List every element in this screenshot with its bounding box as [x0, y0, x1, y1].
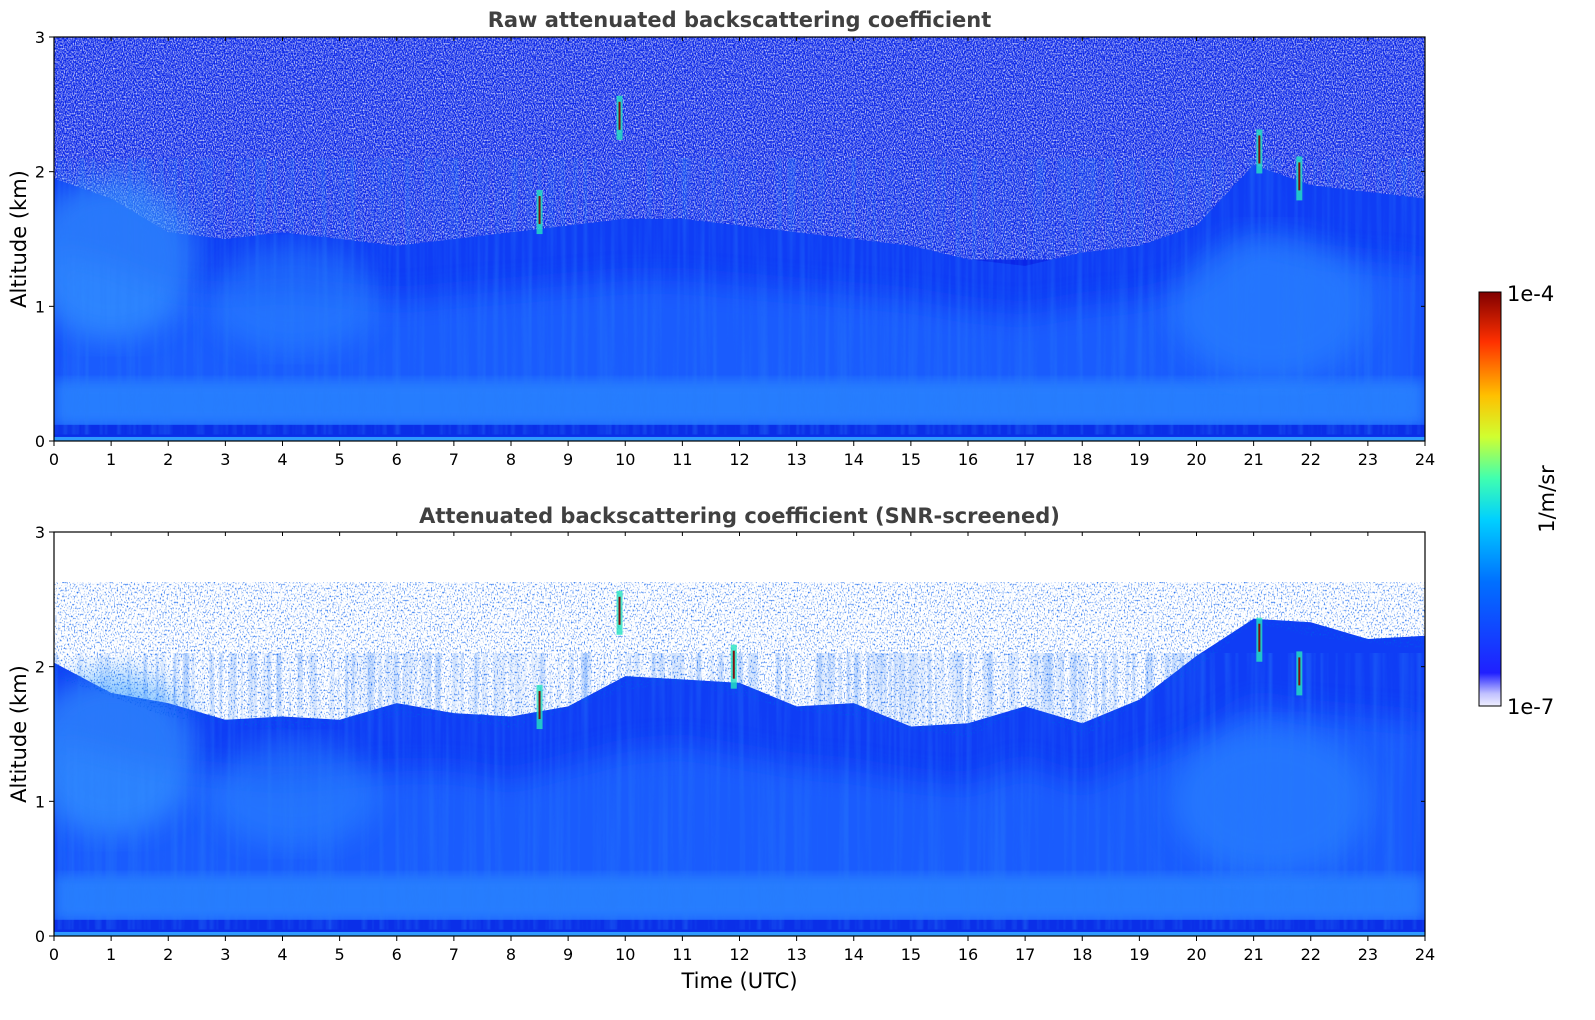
- x-tick-label: 20: [1186, 945, 1206, 964]
- panel-2: Attenuated backscattering coefficient (S…: [7, 504, 1435, 993]
- x-tick-label: 16: [958, 450, 978, 469]
- x-tick-label: 18: [1072, 945, 1092, 964]
- x-tick-label: 24: [1415, 450, 1435, 469]
- x-tick-label: 22: [1301, 450, 1321, 469]
- streak-texture: [54, 158, 1425, 435]
- x-tick-label: 0: [49, 450, 59, 469]
- colorbar-unit-label: 1/m/sr: [1535, 465, 1559, 533]
- feature-spike-core: [618, 101, 621, 130]
- x-tick-label: 16: [958, 945, 978, 964]
- x-tick-label: 23: [1358, 945, 1378, 964]
- x-tick-label: 8: [506, 450, 516, 469]
- y-tick-label: 1: [35, 792, 45, 811]
- y-tick-label: 0: [35, 432, 45, 451]
- feature-spike-core: [538, 196, 541, 225]
- colorbar-min-label: 1e-7: [1507, 695, 1554, 719]
- x-tick-label: 17: [1015, 945, 1035, 964]
- x-tick-label: 11: [672, 945, 692, 964]
- x-tick-label: 8: [506, 945, 516, 964]
- x-tick-label: 6: [392, 945, 402, 964]
- y-axis-label: Altitude (km): [7, 170, 31, 308]
- x-tick-label: 15: [901, 450, 921, 469]
- ground-band: [54, 436, 1425, 441]
- feature-spike-core: [1258, 135, 1261, 164]
- x-tick-label: 7: [449, 450, 459, 469]
- x-tick-label: 1: [106, 945, 116, 964]
- feature-spike-core: [538, 691, 541, 720]
- x-tick-label: 21: [1243, 945, 1263, 964]
- x-tick-label: 7: [449, 945, 459, 964]
- y-tick-label: 2: [35, 163, 45, 182]
- y-tick-label: 3: [35, 523, 45, 542]
- x-tick-label: 9: [563, 945, 573, 964]
- x-tick-label: 20: [1186, 450, 1206, 469]
- x-tick-label: 10: [615, 945, 635, 964]
- x-axis-label: Time (UTC): [680, 969, 797, 993]
- x-tick-label: 17: [1015, 450, 1035, 469]
- heatmap-area: [54, 532, 1425, 936]
- panels: Raw attenuated backscattering coefficien…: [7, 8, 1435, 993]
- x-tick-label: 3: [220, 945, 230, 964]
- x-tick-label: 6: [392, 450, 402, 469]
- colorbar-gradient: [1478, 291, 1502, 707]
- x-tick-label: 2: [163, 945, 173, 964]
- panel-title: Attenuated backscattering coefficient (S…: [419, 504, 1060, 528]
- x-tick-label: 19: [1129, 450, 1149, 469]
- y-axis-label: Altitude (km): [7, 665, 31, 803]
- x-tick-label: 13: [786, 450, 806, 469]
- x-tick-label: 9: [563, 450, 573, 469]
- x-tick-label: 5: [335, 945, 345, 964]
- feature-spike-core: [1298, 162, 1301, 191]
- x-tick-label: 19: [1129, 945, 1149, 964]
- x-tick-label: 12: [729, 945, 749, 964]
- x-tick-label: 23: [1358, 450, 1378, 469]
- x-tick-label: 18: [1072, 450, 1092, 469]
- x-tick-label: 4: [277, 945, 287, 964]
- feature-spike-core: [1258, 623, 1261, 652]
- x-tick-label: 14: [844, 450, 864, 469]
- x-tick-label: 13: [786, 945, 806, 964]
- x-tick-label: 24: [1415, 945, 1435, 964]
- colorbar: 1e-4 1e-7 1/m/sr: [1478, 282, 1559, 719]
- x-tick-label: 14: [844, 945, 864, 964]
- x-tick-label: 12: [729, 450, 749, 469]
- y-tick-label: 3: [35, 28, 45, 47]
- feature-spike-core: [1298, 657, 1301, 686]
- x-tick-label: 21: [1243, 450, 1263, 469]
- x-tick-label: 4: [277, 450, 287, 469]
- x-tick-label: 0: [49, 945, 59, 964]
- panel-1: Raw attenuated backscattering coefficien…: [7, 8, 1435, 469]
- x-tick-label: 22: [1301, 945, 1321, 964]
- colorbar-max-label: 1e-4: [1507, 282, 1554, 306]
- x-tick-label: 10: [615, 450, 635, 469]
- x-tick-label: 5: [335, 450, 345, 469]
- x-tick-label: 15: [901, 945, 921, 964]
- x-tick-label: 2: [163, 450, 173, 469]
- x-tick-label: 1: [106, 450, 116, 469]
- feature-spike-core: [618, 596, 621, 625]
- ground-band: [54, 931, 1425, 936]
- feature-spike-core: [732, 650, 735, 679]
- y-tick-label: 1: [35, 297, 45, 316]
- x-tick-label: 3: [220, 450, 230, 469]
- x-tick-label: 11: [672, 450, 692, 469]
- heatmap-area: [54, 37, 1425, 441]
- panel-title: Raw attenuated backscattering coefficien…: [488, 8, 992, 32]
- y-tick-label: 0: [35, 927, 45, 946]
- y-tick-label: 2: [35, 658, 45, 677]
